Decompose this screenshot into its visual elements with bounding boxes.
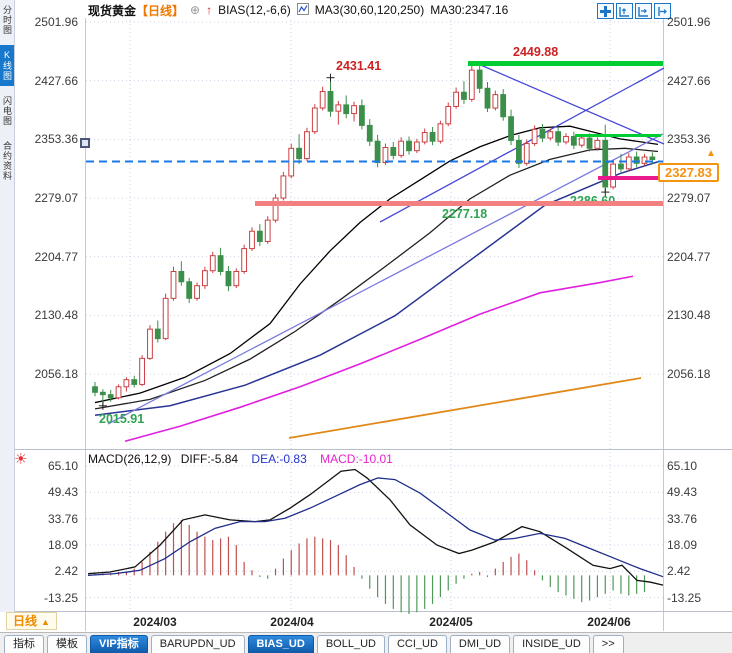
- annotation-high-peak: 2449.88: [513, 45, 559, 59]
- price-axis-label-left: 2056.18: [34, 367, 78, 381]
- indicator-tab[interactable]: BOLL_UD: [316, 635, 385, 653]
- sidebar-tab-item[interactable]: 合约资料: [2, 141, 12, 181]
- price-axis-label-left: 2279.07: [34, 191, 78, 205]
- triangle-up-icon: ▲: [41, 617, 50, 627]
- macd-params-label[interactable]: MACD(26,12,9): [88, 452, 172, 466]
- macd-axis-label-right: 2.42: [667, 564, 691, 579]
- price-axis-label-right: 2427.66: [667, 73, 711, 88]
- macd-axis-label-right: 18.09: [667, 537, 698, 552]
- pan-right-icon[interactable]: [654, 3, 671, 19]
- indicator-tab[interactable]: BARUPDN_UD: [150, 635, 245, 653]
- price-axis-label-left: 2204.77: [34, 249, 78, 264]
- indicator-tab[interactable]: 模板: [47, 635, 87, 653]
- support-salmon-2277[interactable]: [255, 201, 663, 206]
- sun-marker-icon[interactable]: ☀: [14, 451, 28, 468]
- indicator-tab[interactable]: VIP指标: [90, 635, 148, 653]
- annotation-feb-low: 2015.91: [99, 412, 145, 426]
- sidebar: 分时图 K线图闪电图合约资料: [0, 0, 15, 612]
- indicator-tab[interactable]: INSIDE_UD: [513, 635, 590, 653]
- macd-axis-label-left: 33.76: [47, 511, 78, 526]
- annotation-high-april: 2431.41: [336, 59, 382, 73]
- price-axis-label-left: 2130.48: [34, 308, 78, 323]
- macd-axis-label-left: 18.09: [47, 537, 78, 552]
- up-arrow-icon: ↑: [206, 3, 213, 17]
- sidebar-tab-item[interactable]: 分时图: [2, 5, 12, 35]
- ma-settings-label[interactable]: MA3(30,60,120,250): [314, 3, 425, 17]
- macd-dea-value: DEA:-0.83: [251, 452, 307, 466]
- price-axis-label-left: 2427.66: [34, 73, 78, 88]
- price-axis-label-right: 2204.77: [667, 249, 711, 264]
- indicator-tab[interactable]: CCI_UD: [387, 635, 447, 653]
- price-up-triangle-icon: ▲: [706, 148, 716, 159]
- macd-header: MACD(26,12,9) DIFF:-5.84 DEA:-0.83 MACD:…: [88, 452, 393, 466]
- ma30-value-label: MA30:2347.16: [430, 3, 509, 17]
- date-axis-label: 2024/04: [270, 615, 314, 629]
- macd-axis-label-right: -13.25: [667, 590, 702, 605]
- price-axis-label-right: 2130.48: [667, 308, 711, 323]
- short-pink-2305[interactable]: [598, 176, 662, 180]
- resistance-2449[interactable]: [468, 61, 663, 66]
- price-axis-label-left: 2353.36: [34, 132, 78, 147]
- price-axis-label-right: 2353.36: [667, 132, 711, 147]
- indicator-tab-bar: 指标 模板 VIP指标 BARUPDN_UD BIAS_UD BOLL_UD CCI_UD D…: [0, 632, 732, 653]
- date-axis-label: 2024/05: [429, 615, 473, 629]
- macd-macd-value: MACD:-10.01: [320, 452, 393, 466]
- price-axis-label-right: 2501.96: [667, 15, 711, 29]
- chart-toolbar: [597, 3, 671, 19]
- annotation-support-low: 2277.18: [442, 207, 488, 221]
- period-tag: 【日线】: [136, 3, 185, 18]
- symbol-name: 现货黄金: [88, 3, 137, 18]
- indicator-tab[interactable]: BIAS_UD: [247, 635, 314, 653]
- macd-diff-value: DIFF:-5.84: [180, 452, 239, 466]
- price-axis-label-right: 2279.07: [667, 191, 711, 205]
- macd-axis-label-right: 33.76: [667, 511, 698, 526]
- indicator-tab[interactable]: 指标: [4, 635, 44, 653]
- macd-axis-label-right: 49.43: [667, 485, 698, 500]
- bias-indicator-label[interactable]: BIAS(12,-6,6): [218, 3, 291, 17]
- price-axis-label-left: 2501.96: [34, 15, 78, 29]
- sidebar-tab-active[interactable]: K线图: [0, 45, 14, 86]
- chart-header: 现货黄金 【日线】 ⊕ ↑ BIAS(12,-6,6) MA3(30,60,120…: [88, 2, 508, 18]
- line-handle-icon[interactable]: [80, 138, 90, 148]
- sidebar-tab-item[interactable]: 闪电图: [2, 96, 12, 126]
- macd-axis-label-left: -13.25: [43, 590, 78, 605]
- range-zoom-in-icon[interactable]: [616, 3, 633, 19]
- period-selector-button[interactable]: 日线 ▲: [6, 612, 57, 630]
- macd-axis-label-left: 49.43: [47, 485, 78, 500]
- indicator-tab[interactable]: DMI_UD: [449, 635, 511, 653]
- plus-circle-icon[interactable]: ⊕: [190, 3, 201, 17]
- indicator-tab[interactable]: >>: [592, 635, 624, 653]
- macd-axis-label-left: 2.42: [54, 564, 78, 579]
- macd-axis-label-right: 65.10: [667, 459, 698, 473]
- range-zoom-out-icon[interactable]: [635, 3, 652, 19]
- date-axis-label: 2024/06: [587, 615, 631, 629]
- price-axis-label-right: 2056.18: [667, 367, 711, 381]
- ma-chart-icon: [296, 2, 309, 18]
- date-axis-label: 2024/03: [133, 615, 177, 629]
- minor-green-2353[interactable]: [575, 134, 661, 137]
- crosshair-move-icon[interactable]: [597, 3, 614, 19]
- period-selector-label: 日线: [13, 614, 38, 628]
- current-price-tag: 2327.83: [658, 163, 719, 182]
- macd-axis-label-left: 65.10: [47, 459, 78, 473]
